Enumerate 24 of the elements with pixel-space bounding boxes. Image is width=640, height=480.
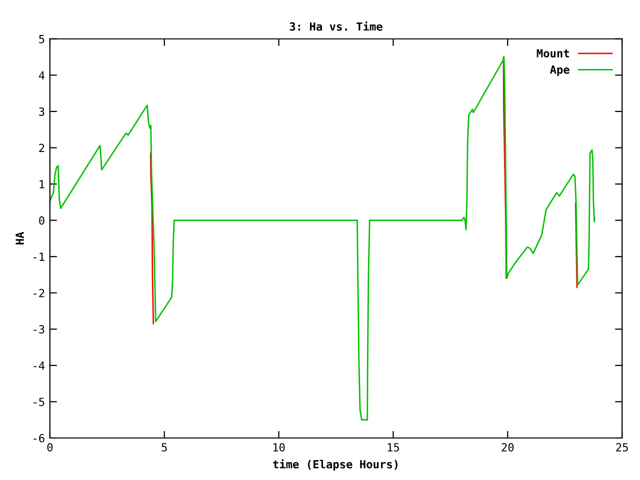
y-tick-label: -1 [34,252,44,261]
y-tick-label: -6 [34,434,44,442]
y-tick-label: -2 [34,288,44,298]
y-axis-title: HA [16,232,24,244]
legend-label: Mount [536,49,569,58]
x-axis-title: time (Elapse Hours) [273,459,398,471]
x-tick-label: 20 [502,443,514,452]
y-tick-label: 0 [39,216,44,225]
y-tick-label: 3 [39,107,44,116]
x-tick-label: 25 [616,443,628,452]
y-tick-label: -4 [34,362,45,370]
y-tick-label: 5 [39,35,44,44]
x-tick-label: 15 [388,443,400,452]
y-tick-label: -3 [34,325,44,334]
legend-label: Ape [550,66,570,76]
y-tick-label: 2 [39,144,44,152]
y-tick-label: 4 [38,71,45,80]
x-tick-label: 0 [47,443,53,452]
x-tick-label: 10 [273,443,285,452]
y-tick-label: -5 [34,398,44,406]
y-tick-label: 1 [40,180,44,188]
line-series [50,56,596,421]
chart-title: 3: Ha vs. Time [290,22,382,31]
x-tick-label: 5 [162,443,167,452]
